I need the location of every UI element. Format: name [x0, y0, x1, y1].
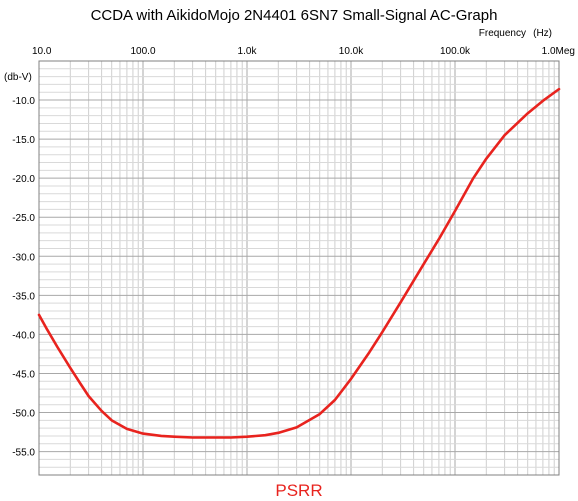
x-tick-label: 100.0k	[440, 46, 471, 57]
x-tick-label: 1.0Meg	[542, 46, 575, 57]
x-tick-label: 10.0	[32, 46, 52, 57]
chart-title: CCDA with AikidoMojo 2N4401 6SN7 Small-S…	[91, 7, 498, 24]
legend-label-psrr: PSRR	[275, 481, 322, 500]
y-tick-label: -25.0	[12, 213, 35, 224]
x-tick-label: 10.0k	[339, 46, 364, 57]
series-line-psrr	[37, 87, 561, 439]
grid	[38, 60, 559, 476]
tick-labels: 10.0 100.0 1.0k 10.0k 100.0k 1.0Meg -10.0 -15.0…	[12, 46, 575, 459]
x-axis-unit: (Hz)	[533, 28, 552, 39]
y-tick-label: -45.0	[12, 369, 35, 380]
plot-area-border	[38, 60, 560, 476]
y-tick-label: -15.0	[12, 135, 35, 146]
series-layer	[37, 87, 561, 439]
y-axis-label: (db-V)	[4, 72, 32, 83]
x-axis-label: Frequency	[479, 28, 526, 39]
y-tick-label: -10.0	[12, 96, 35, 107]
y-tick-label: -50.0	[12, 409, 35, 420]
x-tick-label: 1.0k	[238, 46, 258, 57]
y-tick-label: -20.0	[12, 174, 35, 185]
y-tick-label: -40.0	[12, 330, 35, 341]
y-tick-label: -30.0	[12, 252, 35, 263]
y-tick-label: -55.0	[12, 448, 35, 459]
x-tick-label: 100.0	[130, 46, 155, 57]
y-tick-label: -35.0	[12, 291, 35, 302]
